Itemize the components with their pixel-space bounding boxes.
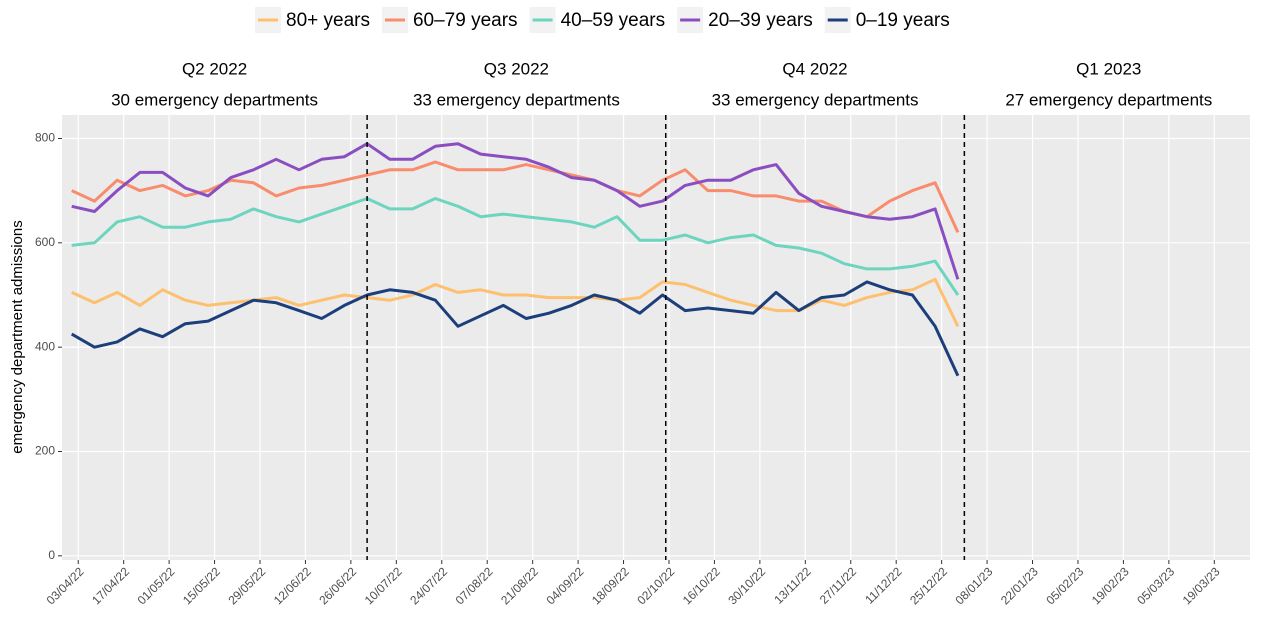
x-tick-label: 12/06/22	[271, 564, 314, 607]
x-tick-label: 08/01/23	[953, 564, 996, 607]
quarter-sublabel: 30 emergency departments	[111, 90, 318, 109]
x-tick-label: 21/08/22	[498, 564, 541, 607]
x-tick-label: 16/10/22	[680, 564, 723, 607]
legend: 80+ years 60–79 years 40–59 years 20–39 yea…	[255, 7, 950, 33]
x-tick-label: 25/12/22	[907, 564, 950, 607]
x-tick-label: 05/03/23	[1134, 564, 1177, 607]
series-line	[71, 142, 960, 280]
quarter-sublabel: 27 emergency departments	[1005, 90, 1212, 109]
y-tick-label: 400	[35, 339, 55, 353]
y-tick-label: 200	[35, 444, 55, 458]
series-line	[71, 197, 960, 296]
x-tick-label: 18/09/22	[589, 564, 632, 607]
x-tick-label: 27/11/22	[817, 564, 860, 607]
legend-label: 80+ years	[286, 10, 370, 31]
x-tick-label: 07/08/22	[453, 564, 496, 607]
x-tick-label: 30/10/22	[725, 564, 768, 607]
quarter-sublabel: 33 emergency departments	[413, 90, 620, 109]
x-tick-label: 13/11/22	[771, 564, 814, 607]
x-tick-label: 10/07/22	[362, 564, 405, 607]
x-tick-label: 17/04/22	[89, 564, 132, 607]
x-tick-label: 26/06/22	[316, 564, 359, 607]
x-tick-label: 15/05/22	[180, 564, 223, 607]
quarter-label: Q3 2022	[484, 59, 549, 78]
x-tick-label: 04/09/22	[544, 564, 587, 607]
y-tick-label: 0	[48, 548, 55, 562]
legend-label: 40–59 years	[561, 10, 666, 31]
x-tick-label: 19/03/23	[1180, 564, 1223, 607]
legend-label: 60–79 years	[413, 10, 518, 31]
quarter-sublabel: 33 emergency departments	[712, 90, 919, 109]
quarter-label: Q2 2022	[182, 59, 247, 78]
legend-label: 0–19 years	[856, 10, 950, 31]
y-tick-label: 800	[35, 131, 55, 145]
y-tick-label: 600	[35, 235, 55, 249]
x-tick-label: 22/01/23	[998, 564, 1041, 607]
x-tick-label: 29/05/22	[225, 564, 268, 607]
legend-label: 20–39 years	[708, 10, 813, 31]
quarter-label: Q4 2022	[782, 59, 847, 78]
y-axis-label: emergency department admissions	[9, 220, 26, 453]
x-tick-label: 24/07/22	[407, 564, 450, 607]
quarter-label: Q1 2023	[1076, 59, 1141, 78]
x-tick-label: 19/02/23	[1089, 564, 1132, 607]
x-tick-label: 01/05/22	[135, 564, 178, 607]
x-tick-label: 02/10/22	[634, 564, 677, 607]
x-tick-label: 05/02/23	[1043, 564, 1086, 607]
series-line	[70, 280, 960, 377]
x-tick-label: 11/12/22	[862, 564, 905, 607]
x-tick-label: 03/04/22	[44, 564, 87, 607]
